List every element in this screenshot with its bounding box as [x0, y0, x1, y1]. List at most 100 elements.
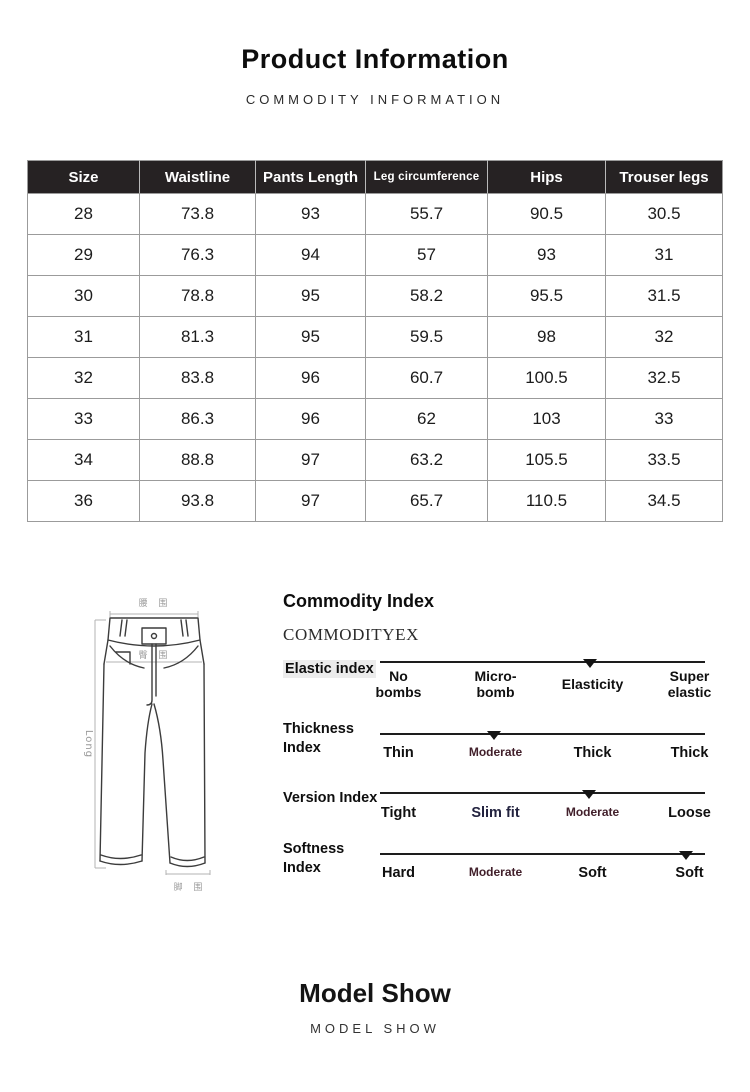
cell-waistline: 93.8 — [139, 480, 256, 522]
cell-hips: 93 — [487, 234, 606, 276]
cell-leg-circumference: 58.2 — [365, 275, 488, 317]
table-row: 28 73.8 93 55.7 90.5 30.5 — [27, 193, 723, 235]
cell-waistline: 83.8 — [139, 357, 256, 399]
option-moderate: Moderate — [468, 745, 523, 760]
cell-hips: 105.5 — [487, 439, 606, 481]
col-header-hips: Hips — [487, 160, 606, 194]
cell-pants-length: 93 — [255, 193, 366, 235]
cell-waistline: 76.3 — [139, 234, 256, 276]
cell-trouser-legs: 32.5 — [605, 357, 723, 399]
cell-trouser-legs: 32 — [605, 316, 723, 358]
option-moderate: Moderate — [468, 865, 523, 880]
model-show-subtitle: MODEL SHOW — [310, 1021, 440, 1036]
model-show-title: Model Show — [299, 978, 451, 1008]
option-loose: Loose — [668, 804, 711, 821]
col-header-size: Size — [27, 160, 140, 194]
hip-label: 臀 围 — [139, 650, 172, 661]
table-row: 34 88.8 97 63.2 105.5 33.5 — [27, 439, 723, 481]
table-row: 30 78.8 95 58.2 95.5 31.5 — [27, 275, 723, 317]
option-elasticity: Elasticity — [561, 675, 624, 692]
cell-waistline: 81.3 — [139, 316, 256, 358]
cell-leg-circumference: 55.7 — [365, 193, 488, 235]
cell-size: 34 — [27, 439, 140, 481]
softness-index-options: Hard Moderate Soft Soft — [350, 862, 738, 884]
elastic-index-marker-icon — [583, 659, 597, 668]
cell-hips: 95.5 — [487, 275, 606, 317]
cell-hips: 110.5 — [487, 480, 606, 522]
table-row: 33 86.3 96 62 103 33 — [27, 398, 723, 440]
cell-trouser-legs: 31 — [605, 234, 723, 276]
cell-waistline: 86.3 — [139, 398, 256, 440]
option-no-bombs: No bombs — [375, 667, 422, 700]
col-header-leg-circumference: Leg circumference — [365, 160, 488, 194]
elastic-index-label: Elastic index — [283, 660, 376, 678]
option-thin: Thin — [383, 744, 414, 761]
cell-size: 32 — [27, 357, 140, 399]
length-label: Long — [83, 730, 94, 758]
pants-diagram: 腰 围 臀 围 脚 围 Long — [83, 598, 211, 893]
cell-size: 31 — [27, 316, 140, 358]
cell-waistline: 78.8 — [139, 275, 256, 317]
table-row: 36 93.8 97 65.7 110.5 34.5 — [27, 480, 723, 522]
page-title: Product Information — [241, 44, 509, 74]
col-header-trouser-legs: Trouser legs — [605, 160, 723, 194]
cell-pants-length: 97 — [255, 439, 366, 481]
cell-trouser-legs: 33 — [605, 398, 723, 440]
cell-trouser-legs: 34.5 — [605, 480, 723, 522]
cell-leg-circumference: 63.2 — [365, 439, 488, 481]
option-slim-fit: Slim fit — [471, 804, 520, 821]
col-header-waistline: Waistline — [139, 160, 256, 194]
size-table: Size Waistline Pants Length Leg circumfe… — [27, 160, 723, 522]
leg-opening-label: 脚 围 — [174, 882, 207, 893]
cell-pants-length: 96 — [255, 398, 366, 440]
table-row: 31 81.3 95 59.5 98 32 — [27, 316, 723, 358]
cell-size: 33 — [27, 398, 140, 440]
thickness-index-label: Thickness Index — [283, 721, 354, 756]
cell-pants-length: 95 — [255, 275, 366, 317]
elastic-index-options: No bombs Micro- bomb Elasticity Super el… — [350, 664, 738, 704]
waist-label: 腰 围 — [139, 598, 172, 609]
option-thick: Thick — [573, 744, 612, 761]
thickness-index-options: Thin Moderate Thick Thick — [350, 742, 738, 764]
cell-size: 28 — [27, 193, 140, 235]
size-table-header-row: Size Waistline Pants Length Leg circumfe… — [27, 160, 723, 194]
softness-index-label: Softness Index — [283, 841, 345, 876]
cell-pants-length: 96 — [255, 357, 366, 399]
cell-hips: 90.5 — [487, 193, 606, 235]
cell-hips: 103 — [487, 398, 606, 440]
cell-leg-circumference: 65.7 — [365, 480, 488, 522]
option-tight: Tight — [380, 804, 417, 821]
page-subtitle: COMMODITY INFORMATION — [245, 92, 505, 107]
version-index-scale-line — [380, 792, 705, 794]
softness-index-marker-icon — [679, 851, 693, 860]
version-index-options: Tight Slim fit Moderate Loose — [350, 802, 738, 824]
cell-pants-length: 97 — [255, 480, 366, 522]
col-header-pants-length: Pants Length — [255, 160, 366, 194]
option-super-elastic: Super elastic — [667, 667, 712, 700]
cell-waistline: 88.8 — [139, 439, 256, 481]
cell-pants-length: 95 — [255, 316, 366, 358]
cell-trouser-legs: 33.5 — [605, 439, 723, 481]
option-micro-bomb: Micro- bomb — [474, 667, 517, 700]
table-row: 29 76.3 94 57 93 31 — [27, 234, 723, 276]
cell-size: 36 — [27, 480, 140, 522]
cell-size: 29 — [27, 234, 140, 276]
softness-index-scale-line — [380, 853, 705, 855]
cell-leg-circumference: 62 — [365, 398, 488, 440]
cell-pants-length: 94 — [255, 234, 366, 276]
elastic-index-scale-line — [380, 661, 705, 663]
option-thick-2: Thick — [670, 744, 709, 761]
commodity-index-heading: Commodity Index — [283, 591, 435, 611]
cell-size: 30 — [27, 275, 140, 317]
option-hard: Hard — [381, 864, 416, 881]
option-moderate: Moderate — [565, 805, 620, 820]
cell-trouser-legs: 31.5 — [605, 275, 723, 317]
cell-trouser-legs: 30.5 — [605, 193, 723, 235]
cell-leg-circumference: 59.5 — [365, 316, 488, 358]
option-soft-2: Soft — [675, 864, 704, 881]
cell-leg-circumference: 60.7 — [365, 357, 488, 399]
cell-hips: 100.5 — [487, 357, 606, 399]
thickness-index-marker-icon — [487, 731, 501, 740]
option-soft: Soft — [578, 864, 607, 881]
